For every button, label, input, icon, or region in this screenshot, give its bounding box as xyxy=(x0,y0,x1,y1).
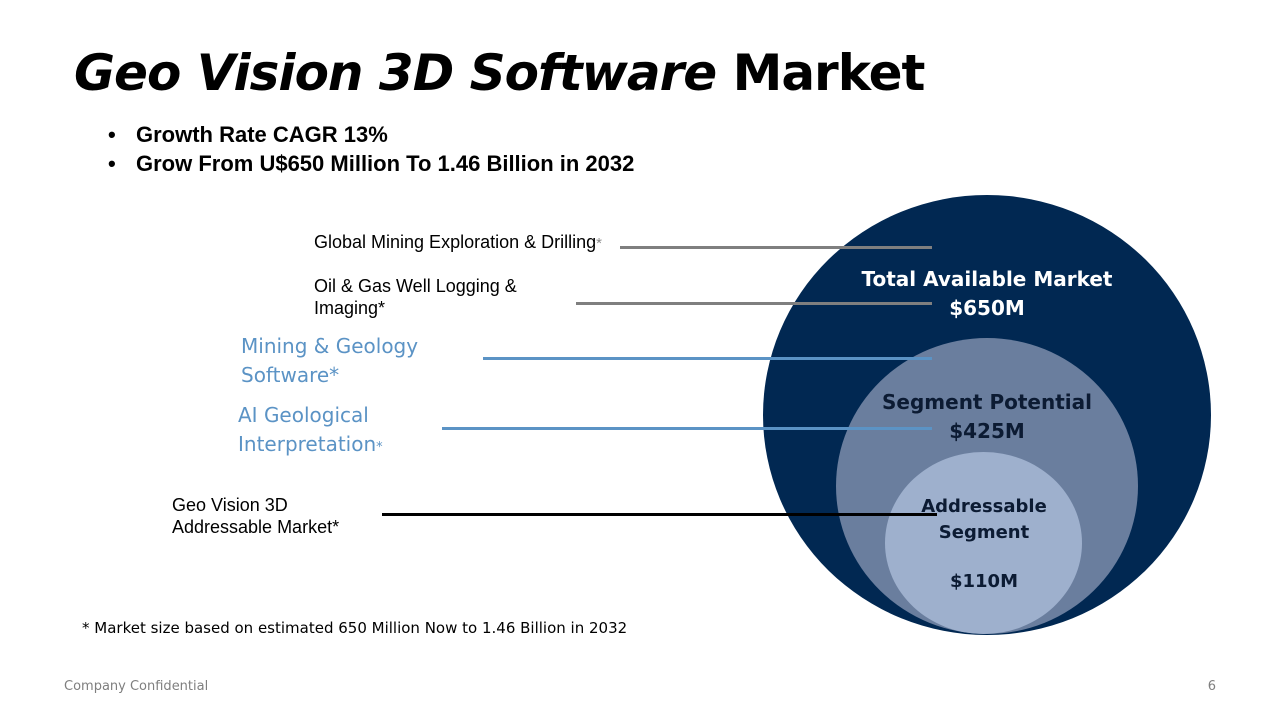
label-mining-geology: Mining & Geology Software* xyxy=(241,332,418,390)
connector-mining-geology xyxy=(483,357,932,360)
label-ai-geological: AI Geological Interpretation* xyxy=(238,401,383,462)
bullet-growth-rate: Growth Rate CAGR 13% xyxy=(108,120,634,149)
title-italic: Geo Vision 3D Software xyxy=(74,44,717,102)
addressable-segment-value: $110M xyxy=(949,571,1018,592)
addressable-segment-circle xyxy=(885,452,1082,634)
label-mining-geology-line1: Mining & Geology xyxy=(241,334,419,358)
label-geo-vision-line1: Geo Vision 3D xyxy=(172,495,288,515)
addressable-segment-line1: Addressable xyxy=(921,496,1047,517)
segment-potential-text: Segment Potential $425M xyxy=(872,388,1102,446)
addressable-segment-text: Addressable Segment xyxy=(900,494,1068,546)
label-oil-gas-line1: Oil & Gas Well Logging & xyxy=(314,276,517,296)
footnote: * Market size based on estimated 650 Mil… xyxy=(82,619,628,637)
connector-mining-exploration xyxy=(620,246,932,249)
connector-oil-gas xyxy=(576,302,932,305)
label-mining-exploration-asterisk: * xyxy=(596,235,602,252)
connector-ai-geological xyxy=(442,427,932,430)
label-ai-geological-line2-wrap: Interpretation* xyxy=(238,430,383,462)
label-mining-geology-line2: Software* xyxy=(241,363,340,387)
total-market-text: Total Available Market $650M xyxy=(860,265,1114,323)
bullet-growth-projection: Grow From U$650 Million To 1.46 Billion … xyxy=(108,149,634,178)
bullet-list: Growth Rate CAGR 13% Grow From U$650 Mil… xyxy=(108,120,634,178)
label-ai-geological-line1: AI Geological xyxy=(238,403,369,427)
slide-title: Geo Vision 3D Software Market xyxy=(74,44,926,102)
segment-potential-value: $425M xyxy=(949,419,1025,443)
total-market-label: Total Available Market xyxy=(861,267,1113,291)
label-mining-exploration-text: Global Mining Exploration & Drilling xyxy=(314,232,597,252)
label-oil-gas: Oil & Gas Well Logging & Imaging* xyxy=(314,275,517,319)
label-mining-exploration: Global Mining Exploration & Drilling* xyxy=(314,231,602,255)
title-plain: Market xyxy=(732,44,926,102)
footer-confidential: Company Confidential xyxy=(64,679,209,694)
connector-geo-vision xyxy=(382,513,937,516)
label-oil-gas-line2: Imaging* xyxy=(314,298,386,318)
page-number: 6 xyxy=(1207,679,1216,694)
total-market-value: $650M xyxy=(949,296,1025,320)
addressable-segment-line2: Segment xyxy=(938,522,1030,543)
label-geo-vision: Geo Vision 3D Addressable Market* xyxy=(172,494,339,538)
label-geo-vision-line2: Addressable Market* xyxy=(172,517,340,537)
label-ai-geological-asterisk: * xyxy=(376,440,383,455)
segment-potential-label: Segment Potential xyxy=(882,390,1092,414)
label-ai-geological-line2: Interpretation xyxy=(238,432,377,456)
